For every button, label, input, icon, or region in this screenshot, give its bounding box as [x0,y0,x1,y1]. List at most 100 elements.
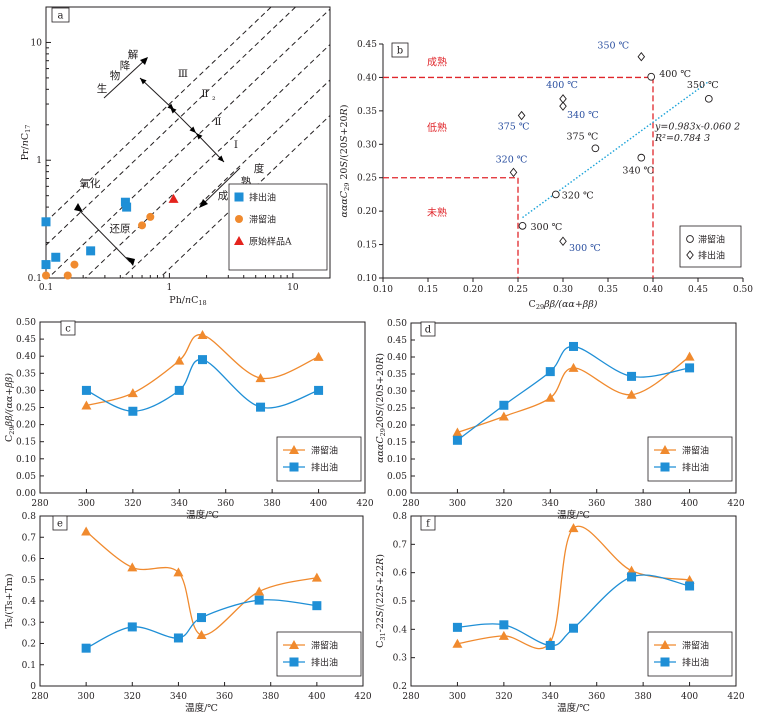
data-point [127,622,137,632]
data-point [42,271,50,280]
series-0 [81,329,324,410]
maturity-label-char: 熟 [241,175,252,188]
y-axis-label-part: C [4,435,15,442]
x-tick-label: 280 [402,692,419,702]
region-label-III: Ⅲ [178,68,188,80]
x-tick-label: 280 [402,499,419,509]
region-label-low-mature: 低熟 [427,121,447,134]
diagonal-dashed-line [158,114,330,278]
y-tick-label: 0.2 [22,640,36,650]
y-axis-label-part: 29 [8,426,16,434]
data-point [127,388,138,398]
y-tick-label: 0.8 [22,512,37,522]
data-point [626,389,637,399]
x-tick-label: 380 [635,692,652,702]
diagonal-dashed-line [84,43,330,278]
x-tick-label: 0.35 [598,285,618,295]
x-tick-label: 300 [78,692,95,702]
y-tick-label: 0.6 [393,569,408,579]
temperature-label: 350 ℃ [687,80,719,91]
panel-tag: f [426,519,431,530]
series-1 [81,595,322,653]
panel-tag-box [420,321,436,337]
y-axis-label-part: /(20 [339,142,350,161]
legend-label: 排出油 [311,462,338,474]
x-tick-label: 360 [216,692,233,702]
data-point [627,572,637,582]
data-point [120,197,130,207]
x-axis-label-part: 29 [536,303,544,311]
x-axis-label-part: C [191,295,198,306]
y-tick-label: 0.3 [393,654,408,664]
legend-label: 滞留油 [249,214,276,226]
data-point [174,355,185,365]
biodegradation-label-char: 生 [97,82,108,95]
trendline-equation: y=0.983x-0.060 2 [654,122,740,133]
series-line [86,334,319,407]
y-axis-label-part: S [375,585,386,592]
legend [276,436,362,482]
data-point [637,51,646,62]
legend [679,225,742,268]
y-tick-label: 0.6 [22,555,37,565]
legend-label: 原始样品A [249,236,292,248]
y-tick-label: 0.45 [16,335,36,345]
data-point [81,400,92,410]
y-tick-label: 0.40 [16,352,36,362]
biodegradation-label-char: 物 [110,69,121,82]
panel-tag: c [65,324,71,335]
x-tick-label: 0.40 [643,285,663,295]
data-point [568,362,579,372]
data-point [122,202,132,212]
x-tick-label: 420 [354,692,371,702]
y-tick-label: 0.3 [22,618,37,628]
temperature-label: 300 ℃ [569,243,601,254]
y-axis-label-part: S [339,135,350,142]
x-tick-label: 0.25 [508,285,528,295]
x-tick-label: 380 [264,499,281,509]
y-axis-label-part: 17 [24,125,32,133]
series-1 [42,212,155,280]
y-tick-label: 0.20 [16,421,36,431]
y-axis-label: C31-22S/(22S+22R) [375,554,387,648]
y-tick-label: 0.4 [393,625,408,635]
legend-marker [660,657,670,667]
legend [228,183,328,271]
legend-label: 排出油 [249,192,276,204]
x-tick-label: 0.45 [688,285,708,295]
y-axis-label-part: R [339,108,350,116]
x-tick-label: 0.20 [463,285,483,295]
y-axis-label-part: 31 [379,632,387,640]
x-tick-label: 300 [78,499,95,509]
panel-d: 280 300 320 340 360 380 400 420 0.00 0.05 0.10 0.15… [375,319,745,521]
region-label-II2: Ⅱ [201,88,208,100]
legend-label: 排出油 [311,657,338,669]
x-tick-label: 420 [727,692,744,702]
y-tick-label: 0.30 [16,386,36,396]
y-axis-label-part: ββ/(αα+ββ) [4,373,15,428]
y-axis-label-part: 20 [339,168,350,183]
data-point [311,572,322,582]
x-axis-label: 温度/℃ [557,509,590,521]
x-axis-label: 温度/℃ [557,702,590,714]
data-point [168,193,179,203]
legend-marker [660,445,670,454]
data-point [452,427,463,437]
y-tick-label: 0.8 [393,512,408,522]
diagonal-dashed-line [47,8,330,278]
legend-label: 排出油 [698,250,725,262]
data-point [647,72,656,81]
x-tick-label: 280 [31,692,48,702]
legend-marker [289,657,299,667]
plot-frame [45,6,331,279]
y-axis-label-part: ) [375,554,386,558]
region-label-mature: 成熟 [427,55,447,68]
x-axis-label: 温度/℃ [186,509,219,521]
x-axis-label: Ph/nC18 [169,295,206,307]
y-tick-label: 0.15 [16,438,36,448]
y-tick-label: 0.35 [387,370,407,380]
y-tick-label: 0.5 [393,597,408,607]
series-1 [452,341,695,445]
legend-label: 排出油 [682,657,709,669]
